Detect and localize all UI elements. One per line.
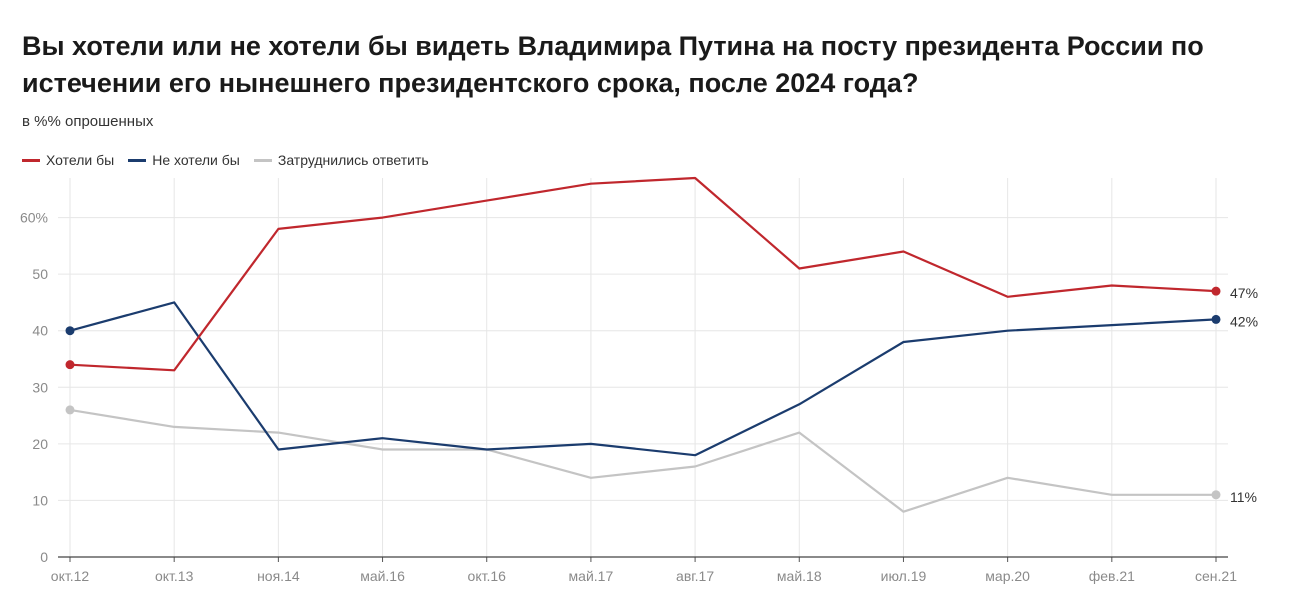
x-tick-label: мар.20 [985, 568, 1030, 584]
series-start-point-1 [65, 326, 75, 336]
chart-title: Вы хотели или не хотели бы видеть Владим… [22, 31, 1204, 98]
x-tick-label: май.18 [777, 568, 822, 584]
x-tick-label: май.16 [360, 568, 405, 584]
legend-swatch-undecided [253, 158, 272, 162]
x-tick-label: окт.16 [468, 568, 507, 584]
series-end-label-1: 42% [1230, 313, 1258, 329]
x-tick-label: фев.21 [1089, 568, 1135, 584]
chart-grid [58, 178, 1228, 557]
x-tick-label: авг.17 [676, 568, 714, 584]
y-tick-label: 0 [40, 549, 48, 565]
series-line-0 [68, 176, 1218, 372]
legend-swatch-want [22, 158, 40, 162]
y-tick-label: 30 [32, 379, 48, 395]
series-line-2 [68, 408, 1218, 513]
series-end-point-0 [1211, 286, 1221, 296]
series-end-point-1 [1211, 314, 1221, 324]
chart-subtitle: в %% опрошенных [22, 113, 154, 130]
series-line-1 [68, 301, 1218, 457]
legend-label-dont-want: Не хотели бы [152, 152, 240, 168]
chart-end-labels: 47% 42% 11% [1230, 285, 1258, 505]
x-tick-label: ноя.14 [257, 568, 300, 584]
chart-axes: 0 10 20 30 40 50 60% окт.12 окт.13 ноя.14 май.16 ок… [20, 210, 1237, 584]
series-start-point-2 [65, 405, 75, 415]
legend-label-want: Хотели бы [46, 152, 115, 168]
chart-legend: Хотели бы Не хотели бы Затруднились отве… [22, 152, 443, 168]
series-end-label-2: 11% [1230, 489, 1257, 505]
legend-item-dont-want: Не хотели бы [128, 152, 240, 168]
x-tick-label: окт.13 [155, 568, 194, 584]
legend-item-want: Хотели бы [22, 152, 114, 168]
y-tick-label: 40 [32, 323, 48, 339]
y-tick-label: 10 [32, 492, 48, 508]
legend-label-undecided: Затруднились ответить [277, 152, 429, 168]
y-tick-label: 60% [20, 210, 48, 226]
y-tick-label: 20 [32, 436, 48, 452]
series-end-label-0: 47% [1230, 285, 1258, 301]
y-tick-label: 50 [32, 266, 48, 282]
x-tick-label: май.17 [569, 568, 614, 584]
legend-swatch-dont-want [128, 158, 147, 162]
series-start-point-0 [65, 360, 75, 370]
series-end-point-2 [1211, 490, 1221, 500]
x-tick-label: сен.21 [1195, 568, 1237, 584]
x-tick-label: окт.12 [51, 568, 90, 584]
legend-item-undecided: Затруднились ответить [253, 152, 429, 168]
x-tick-label: июл.19 [881, 568, 927, 584]
chart-series [65, 176, 1221, 513]
